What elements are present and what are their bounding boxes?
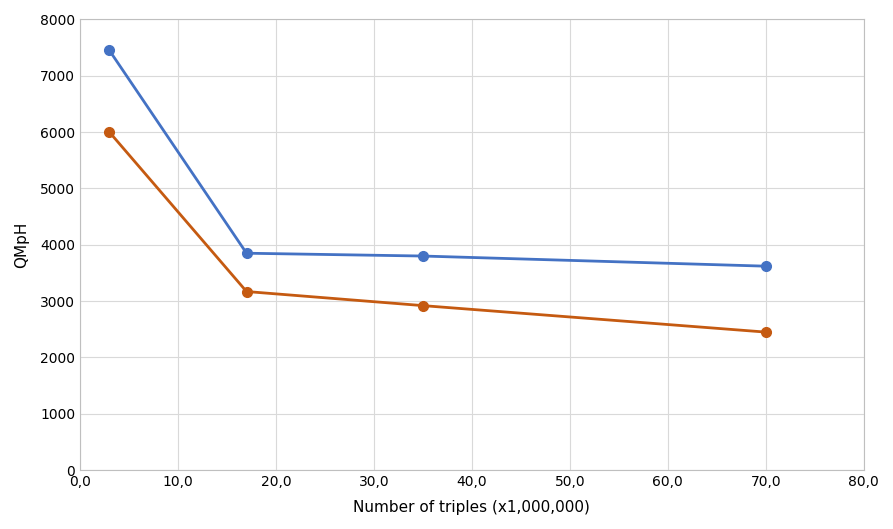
X-axis label: Number of triples (x1,000,000): Number of triples (x1,000,000) <box>354 500 590 515</box>
Y-axis label: QMpH: QMpH <box>14 222 29 268</box>
